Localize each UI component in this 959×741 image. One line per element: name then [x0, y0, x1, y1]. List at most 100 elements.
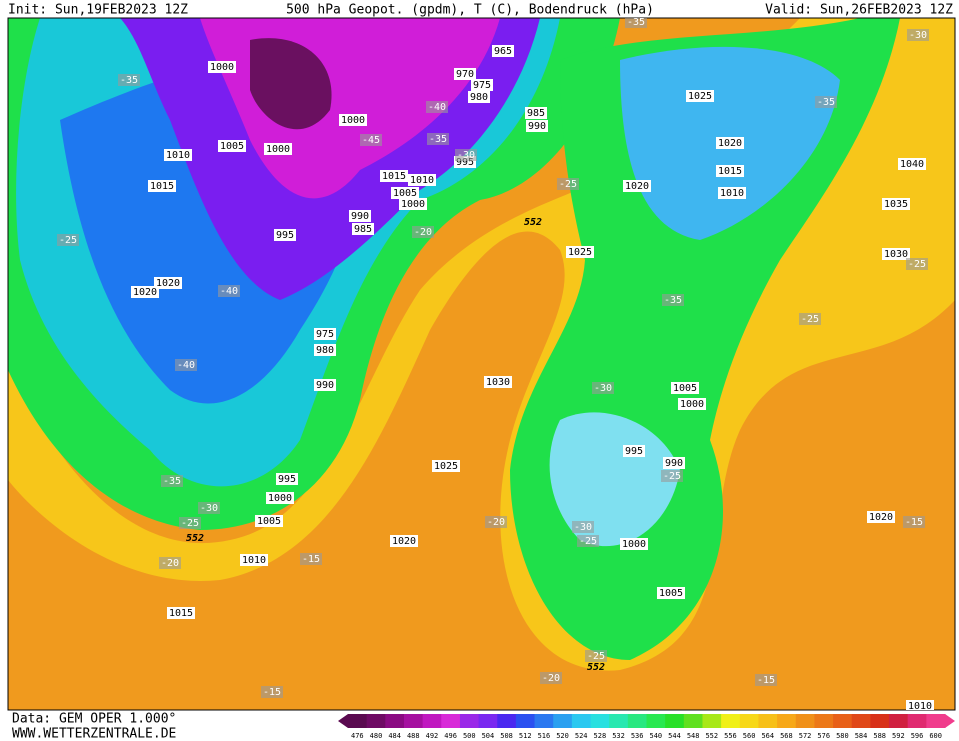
colorbar-swatch — [777, 714, 797, 728]
isobar-label-box — [167, 607, 195, 619]
isobar-label-box — [623, 445, 645, 457]
isobar-label: 1030 — [884, 249, 908, 260]
isobar-label: 990 — [665, 458, 683, 469]
isobar-label: 1000 — [680, 399, 704, 410]
colorbar-label: 544 — [668, 732, 681, 740]
colorbar-label: 528 — [594, 732, 607, 740]
colorbar-swatch — [758, 714, 778, 728]
temperature-label-box — [261, 686, 283, 698]
temperature-label-box — [906, 258, 928, 270]
colorbar-swatch — [739, 714, 759, 728]
colorbar-label: 504 — [482, 732, 495, 740]
isobar-label-box — [349, 210, 371, 222]
temperature-label-box — [179, 517, 201, 529]
colorbar-swatch — [571, 714, 592, 728]
temperature-label-box — [57, 234, 79, 246]
isobar-label-box — [208, 61, 236, 73]
colorbar-swatch — [870, 714, 890, 728]
colorbar-swatch — [851, 714, 871, 728]
colorbar-swatch — [702, 714, 722, 728]
colorbar-arrow — [945, 714, 955, 728]
isobar-label: 995 — [278, 474, 296, 485]
isobar-label-box — [154, 277, 182, 289]
isobar-label: 1005 — [393, 188, 417, 199]
temperature-label: -20 — [542, 673, 560, 684]
geopotential-label: 552 — [524, 217, 542, 228]
map-field — [8, 18, 955, 710]
colorbar-swatch — [814, 714, 834, 728]
colorbar-swatch — [348, 714, 368, 728]
colorbar-swatch — [553, 714, 573, 728]
isobar-label: 995 — [276, 230, 294, 241]
isobar-label-box — [314, 328, 336, 340]
isobar-label-box — [657, 587, 685, 599]
isobar-label-box — [131, 286, 159, 298]
isobar-label: 1015 — [169, 608, 193, 619]
colorbar-label: 576 — [817, 732, 830, 740]
colorbar-label: 536 — [631, 732, 644, 740]
colorbar-swatch — [907, 714, 927, 728]
isobar-label-box — [492, 45, 514, 57]
temperature-label: -15 — [302, 554, 320, 565]
colorbar-label: 596 — [911, 732, 924, 740]
temperature-label: -15 — [757, 675, 775, 686]
isobar-label-box — [898, 158, 926, 170]
temperature-label: -25 — [559, 179, 577, 190]
isobar-label-box — [255, 515, 283, 527]
isobar-label: 975 — [473, 80, 491, 91]
colorbar-label: 540 — [650, 732, 663, 740]
temperature-label-box — [577, 535, 599, 547]
colorbar-label: 556 — [724, 732, 737, 740]
temperature-label-box — [661, 470, 683, 482]
colorbar-swatch — [459, 714, 480, 728]
temperature-label-box — [485, 516, 507, 528]
colorbar-swatch — [683, 714, 703, 728]
isobar-label: 990 — [528, 121, 546, 132]
data-source: Data: GEM OPER 1.000° — [12, 712, 176, 727]
temperature-label-box — [118, 74, 140, 86]
temperature-label: -30 — [200, 503, 218, 514]
isobar-label-box — [380, 170, 408, 182]
colorbar-label: 564 — [761, 732, 774, 740]
isobar-label: 995 — [625, 446, 643, 457]
temperature-label-box — [799, 313, 821, 325]
temperature-label: -30 — [457, 150, 475, 161]
isobar-label: 1020 — [392, 536, 416, 547]
colorbar-swatch — [889, 714, 909, 728]
isobar-label-box — [678, 398, 706, 410]
temperature-label-box — [198, 502, 220, 514]
temperature-label: -35 — [163, 476, 181, 487]
temperature-label: -20 — [414, 227, 432, 238]
colorbar-label: 588 — [873, 732, 886, 740]
colorbar-swatch — [665, 714, 685, 728]
temperature-label: -25 — [579, 536, 597, 547]
colorbar-swatch — [833, 714, 853, 728]
colorbar-label: 600 — [929, 732, 942, 740]
colorbar-swatch — [441, 714, 461, 728]
temperature-label: -25 — [59, 235, 77, 246]
isobar-label: 1025 — [688, 91, 712, 102]
colorbar-swatch — [497, 714, 517, 728]
isobar-label: 1025 — [568, 247, 592, 258]
isobar-label-box — [686, 90, 714, 102]
isobar-label: 1000 — [401, 199, 425, 210]
colorbar-swatch — [422, 714, 442, 728]
colorbar-swatch — [627, 714, 647, 728]
isobar-label-box — [882, 248, 910, 260]
isobar-label: 1020 — [718, 138, 742, 149]
colorbar-label: 584 — [855, 732, 868, 740]
temperature-label: -30 — [909, 30, 927, 41]
isobar-label-box — [468, 91, 490, 103]
isobar-label-box — [164, 149, 192, 161]
isobar-label: 1020 — [133, 287, 157, 298]
temperature-label: -15 — [905, 517, 923, 528]
isobar-label: 980 — [470, 92, 488, 103]
website: WWW.WETTERZENTRALE.DE — [12, 727, 176, 741]
temperature-label: -25 — [663, 471, 681, 482]
isobar-label-box — [471, 79, 493, 91]
temperature-label: -40 — [220, 286, 238, 297]
isobar-label: 1010 — [908, 701, 932, 712]
colorbar-swatch — [515, 714, 536, 728]
